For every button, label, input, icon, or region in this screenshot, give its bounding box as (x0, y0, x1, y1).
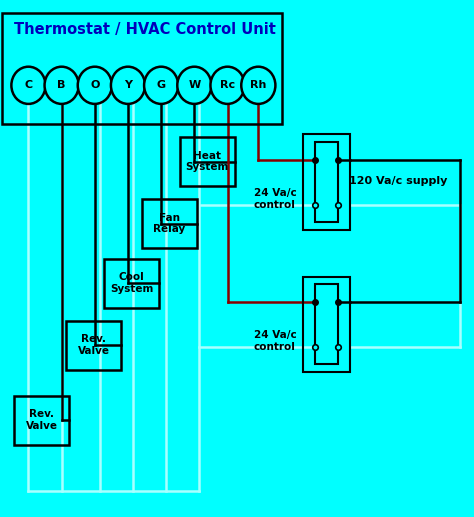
Text: Rh: Rh (250, 80, 266, 90)
Text: Fan
Relay: Fan Relay (153, 213, 186, 234)
Text: 24 Va/c
control: 24 Va/c control (254, 188, 296, 210)
Text: Rc: Rc (220, 80, 235, 90)
Text: B: B (57, 80, 66, 90)
Text: O: O (90, 80, 100, 90)
Text: 24 Va/c
control: 24 Va/c control (254, 330, 296, 352)
Text: 120 Va/c supply: 120 Va/c supply (349, 176, 447, 186)
Text: Thermostat / HVAC Control Unit: Thermostat / HVAC Control Unit (14, 22, 276, 37)
Circle shape (45, 67, 79, 104)
Text: C: C (24, 80, 33, 90)
Text: W: W (188, 80, 201, 90)
Circle shape (210, 67, 245, 104)
Text: Heat
System: Heat System (186, 151, 229, 172)
Circle shape (241, 67, 275, 104)
Text: Cool
System: Cool System (110, 272, 153, 294)
Circle shape (11, 67, 46, 104)
Text: Rev.
Valve: Rev. Valve (26, 409, 57, 431)
Circle shape (111, 67, 145, 104)
Circle shape (144, 67, 178, 104)
Circle shape (78, 67, 112, 104)
Text: Y: Y (124, 80, 132, 90)
Text: G: G (156, 80, 166, 90)
Text: Rev.
Valve: Rev. Valve (78, 334, 109, 356)
Circle shape (177, 67, 211, 104)
